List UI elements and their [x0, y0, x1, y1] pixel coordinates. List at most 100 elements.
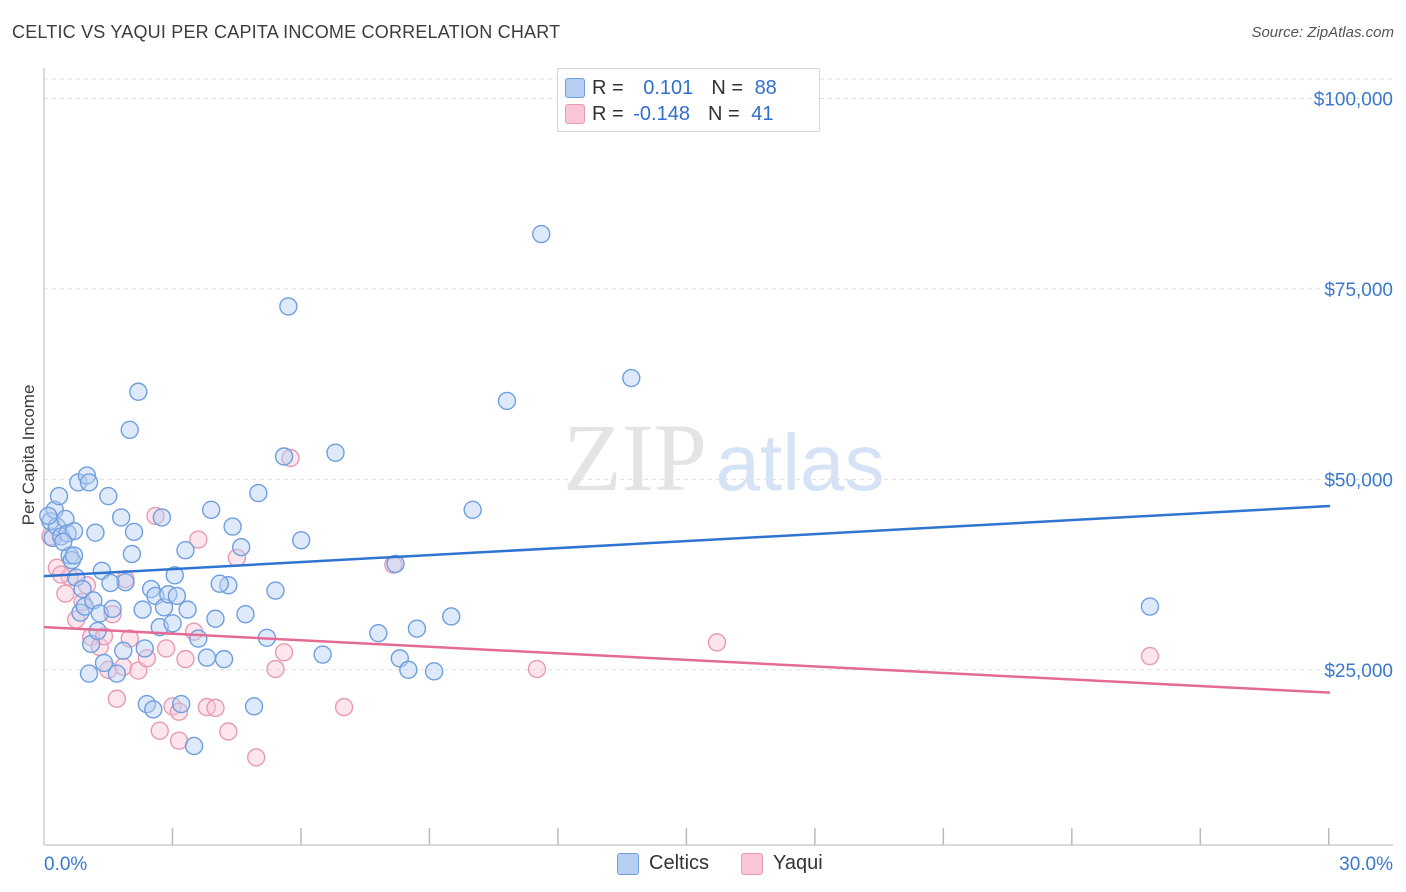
- celtics-point: [1140, 597, 1160, 616]
- legend-n-label: N =: [707, 102, 746, 125]
- celtics-point: [231, 537, 251, 557]
- celtics-point: [103, 599, 122, 619]
- yaqui-point: [1140, 646, 1160, 666]
- celtics-point: [622, 368, 641, 388]
- celtics-point: [94, 653, 114, 673]
- trend-lines: [43, 504, 1331, 694]
- celtics-trend-line: [43, 504, 1331, 578]
- x-tick-label: 30.0%: [1339, 854, 1393, 875]
- y-tick-labels: $25,000 $50,000 $75,000 $100,000: [1314, 89, 1393, 681]
- x-tick-label: 0.0%: [44, 854, 87, 875]
- legend-n-value: 88: [754, 76, 777, 99]
- yaqui-point: [107, 689, 127, 708]
- celtics-point: [178, 600, 197, 619]
- celtics-point: [189, 629, 208, 648]
- celtics-point: [107, 664, 127, 683]
- legend-r-label: R =: [592, 76, 630, 99]
- celtics-point: [369, 624, 388, 643]
- bottom-legend-yaqui: Yaqui: [741, 852, 823, 875]
- celtics-point: [249, 483, 268, 503]
- yaqui-point: [156, 639, 176, 658]
- watermark-zip: ZIP: [563, 404, 707, 511]
- celtics-legend-label: Celtics: [649, 852, 710, 874]
- celtics-point: [292, 531, 311, 550]
- watermark-atlas: atlas: [716, 418, 885, 507]
- celtics-point: [223, 517, 242, 536]
- celtics-point: [99, 486, 118, 506]
- celtics-point: [54, 532, 73, 552]
- legend-row-yaqui: R = -0.148 N = 41: [565, 102, 774, 126]
- celtics-point: [244, 697, 264, 716]
- celtics-point: [39, 506, 58, 526]
- legend-n-value: 41: [751, 102, 774, 125]
- celtics-point: [214, 649, 234, 669]
- legend-r-label: R =: [592, 102, 630, 125]
- yaqui-point: [707, 633, 727, 652]
- legend-n-label: N =: [711, 76, 749, 99]
- yaqui-swatch-icon: [565, 104, 585, 124]
- gridlines: [44, 78, 1393, 671]
- celtics-point: [144, 700, 163, 719]
- yaqui-point: [219, 722, 238, 741]
- celtics-point: [184, 736, 204, 756]
- celtics-point: [407, 619, 427, 638]
- celtics-legend-icon: [617, 852, 639, 875]
- celtics-point: [424, 662, 444, 681]
- y-tick-label: $100,000: [1314, 89, 1393, 110]
- celtics-point: [313, 645, 332, 664]
- yaqui-point: [266, 659, 285, 679]
- chart-title: CELTIC VS YAQUI PER CAPITA INCOME CORREL…: [12, 22, 561, 42]
- celtics-point: [532, 224, 551, 244]
- celtics-point: [114, 641, 133, 660]
- legend-r-value: -0.148: [633, 102, 690, 125]
- watermark: ZIP atlas: [563, 404, 884, 511]
- yaqui-point: [246, 748, 266, 767]
- y-tick-label: $25,000: [1324, 661, 1393, 682]
- celtics-point: [122, 544, 142, 564]
- celtics-point: [274, 447, 294, 466]
- yaqui-legend-icon: [741, 852, 763, 875]
- celtics-point: [79, 664, 99, 683]
- axes: [43, 68, 1393, 846]
- yaqui-point: [176, 649, 195, 669]
- yaqui-point: [189, 530, 208, 549]
- correlation-legend: R = 0.101 N = 88 R = -0.148 N = 41: [557, 68, 820, 132]
- yaqui-point: [334, 697, 354, 717]
- celtics-point: [79, 473, 99, 492]
- celtics-point: [152, 508, 172, 527]
- yaqui-point: [150, 721, 169, 740]
- bottom-legend-celtics: Celtics: [617, 852, 709, 875]
- celtics-point: [463, 500, 482, 520]
- celtics-point: [64, 546, 84, 565]
- x-tick-labels: 0.0% 30.0%: [44, 854, 1393, 875]
- celtics-point: [129, 382, 148, 401]
- celtics-point: [442, 607, 461, 626]
- celtics-point: [49, 486, 69, 506]
- celtics-point: [210, 574, 229, 593]
- celtics-point: [165, 566, 184, 585]
- yaqui-point: [527, 659, 547, 679]
- yaqui-trend-line: [43, 625, 1331, 694]
- legend-r-value: 0.101: [643, 76, 694, 99]
- celtics-swatch-icon: [565, 78, 585, 98]
- celtics-point: [111, 508, 131, 527]
- y-tick-label: $75,000: [1324, 280, 1393, 301]
- y-tick-label: $50,000: [1324, 470, 1393, 491]
- yaqui-point: [103, 604, 122, 624]
- celtics-point: [116, 572, 135, 592]
- celtics-point: [77, 466, 97, 485]
- celtics-point: [167, 586, 187, 606]
- celtics-point: [73, 579, 92, 599]
- celtics-point: [497, 391, 517, 411]
- celtics-point: [236, 604, 255, 624]
- celtics-point: [86, 523, 105, 542]
- celtics-points: [39, 224, 1160, 756]
- yaqui-legend-label: Yaqui: [773, 852, 823, 874]
- celtics-point: [197, 648, 217, 667]
- celtics-point: [279, 297, 298, 316]
- legend-row-celtics: R = 0.101 N = 88: [565, 76, 777, 100]
- celtics-point: [266, 581, 285, 600]
- source-label: Source: ZipAtlas.com: [1251, 24, 1394, 41]
- celtics-point: [386, 554, 405, 574]
